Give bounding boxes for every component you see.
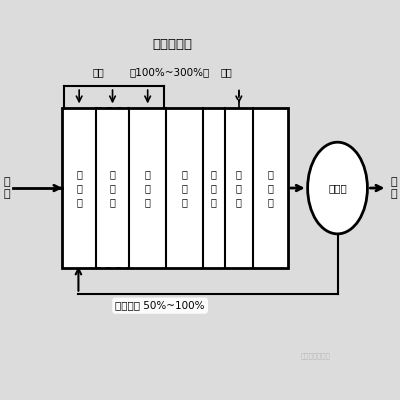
Text: 二沉池: 二沉池 [328, 183, 347, 193]
Text: 厌
氧
区: 厌 氧 区 [76, 169, 82, 207]
Text: 混合液回流: 混合液回流 [152, 38, 192, 51]
Text: 好
氧
区: 好 氧 区 [268, 169, 273, 207]
Ellipse shape [308, 142, 368, 234]
Text: 出
水: 出 水 [390, 177, 397, 199]
Text: 进
水: 进 水 [3, 177, 10, 199]
Text: 好
氧
区: 好 氧 区 [182, 169, 188, 207]
Text: 污泥回流 50%~100%: 污泥回流 50%~100% [115, 301, 205, 311]
Text: 缺
氧
区: 缺 氧 区 [236, 169, 242, 207]
Text: 碳源: 碳源 [220, 68, 232, 78]
Text: 好
氧
区: 好 氧 区 [211, 169, 217, 207]
Text: 水处理网同行网: 水处理网同行网 [301, 352, 330, 359]
Bar [96, 108, 129, 268]
Text: 碳源: 碳源 [92, 68, 104, 78]
Bar [62, 108, 288, 268]
Text: （100%~300%）: （100%~300%） [130, 68, 210, 78]
Text: 缺
氧
区: 缺 氧 区 [110, 169, 116, 207]
Text: 缺
氧
区: 缺 氧 区 [145, 169, 151, 207]
